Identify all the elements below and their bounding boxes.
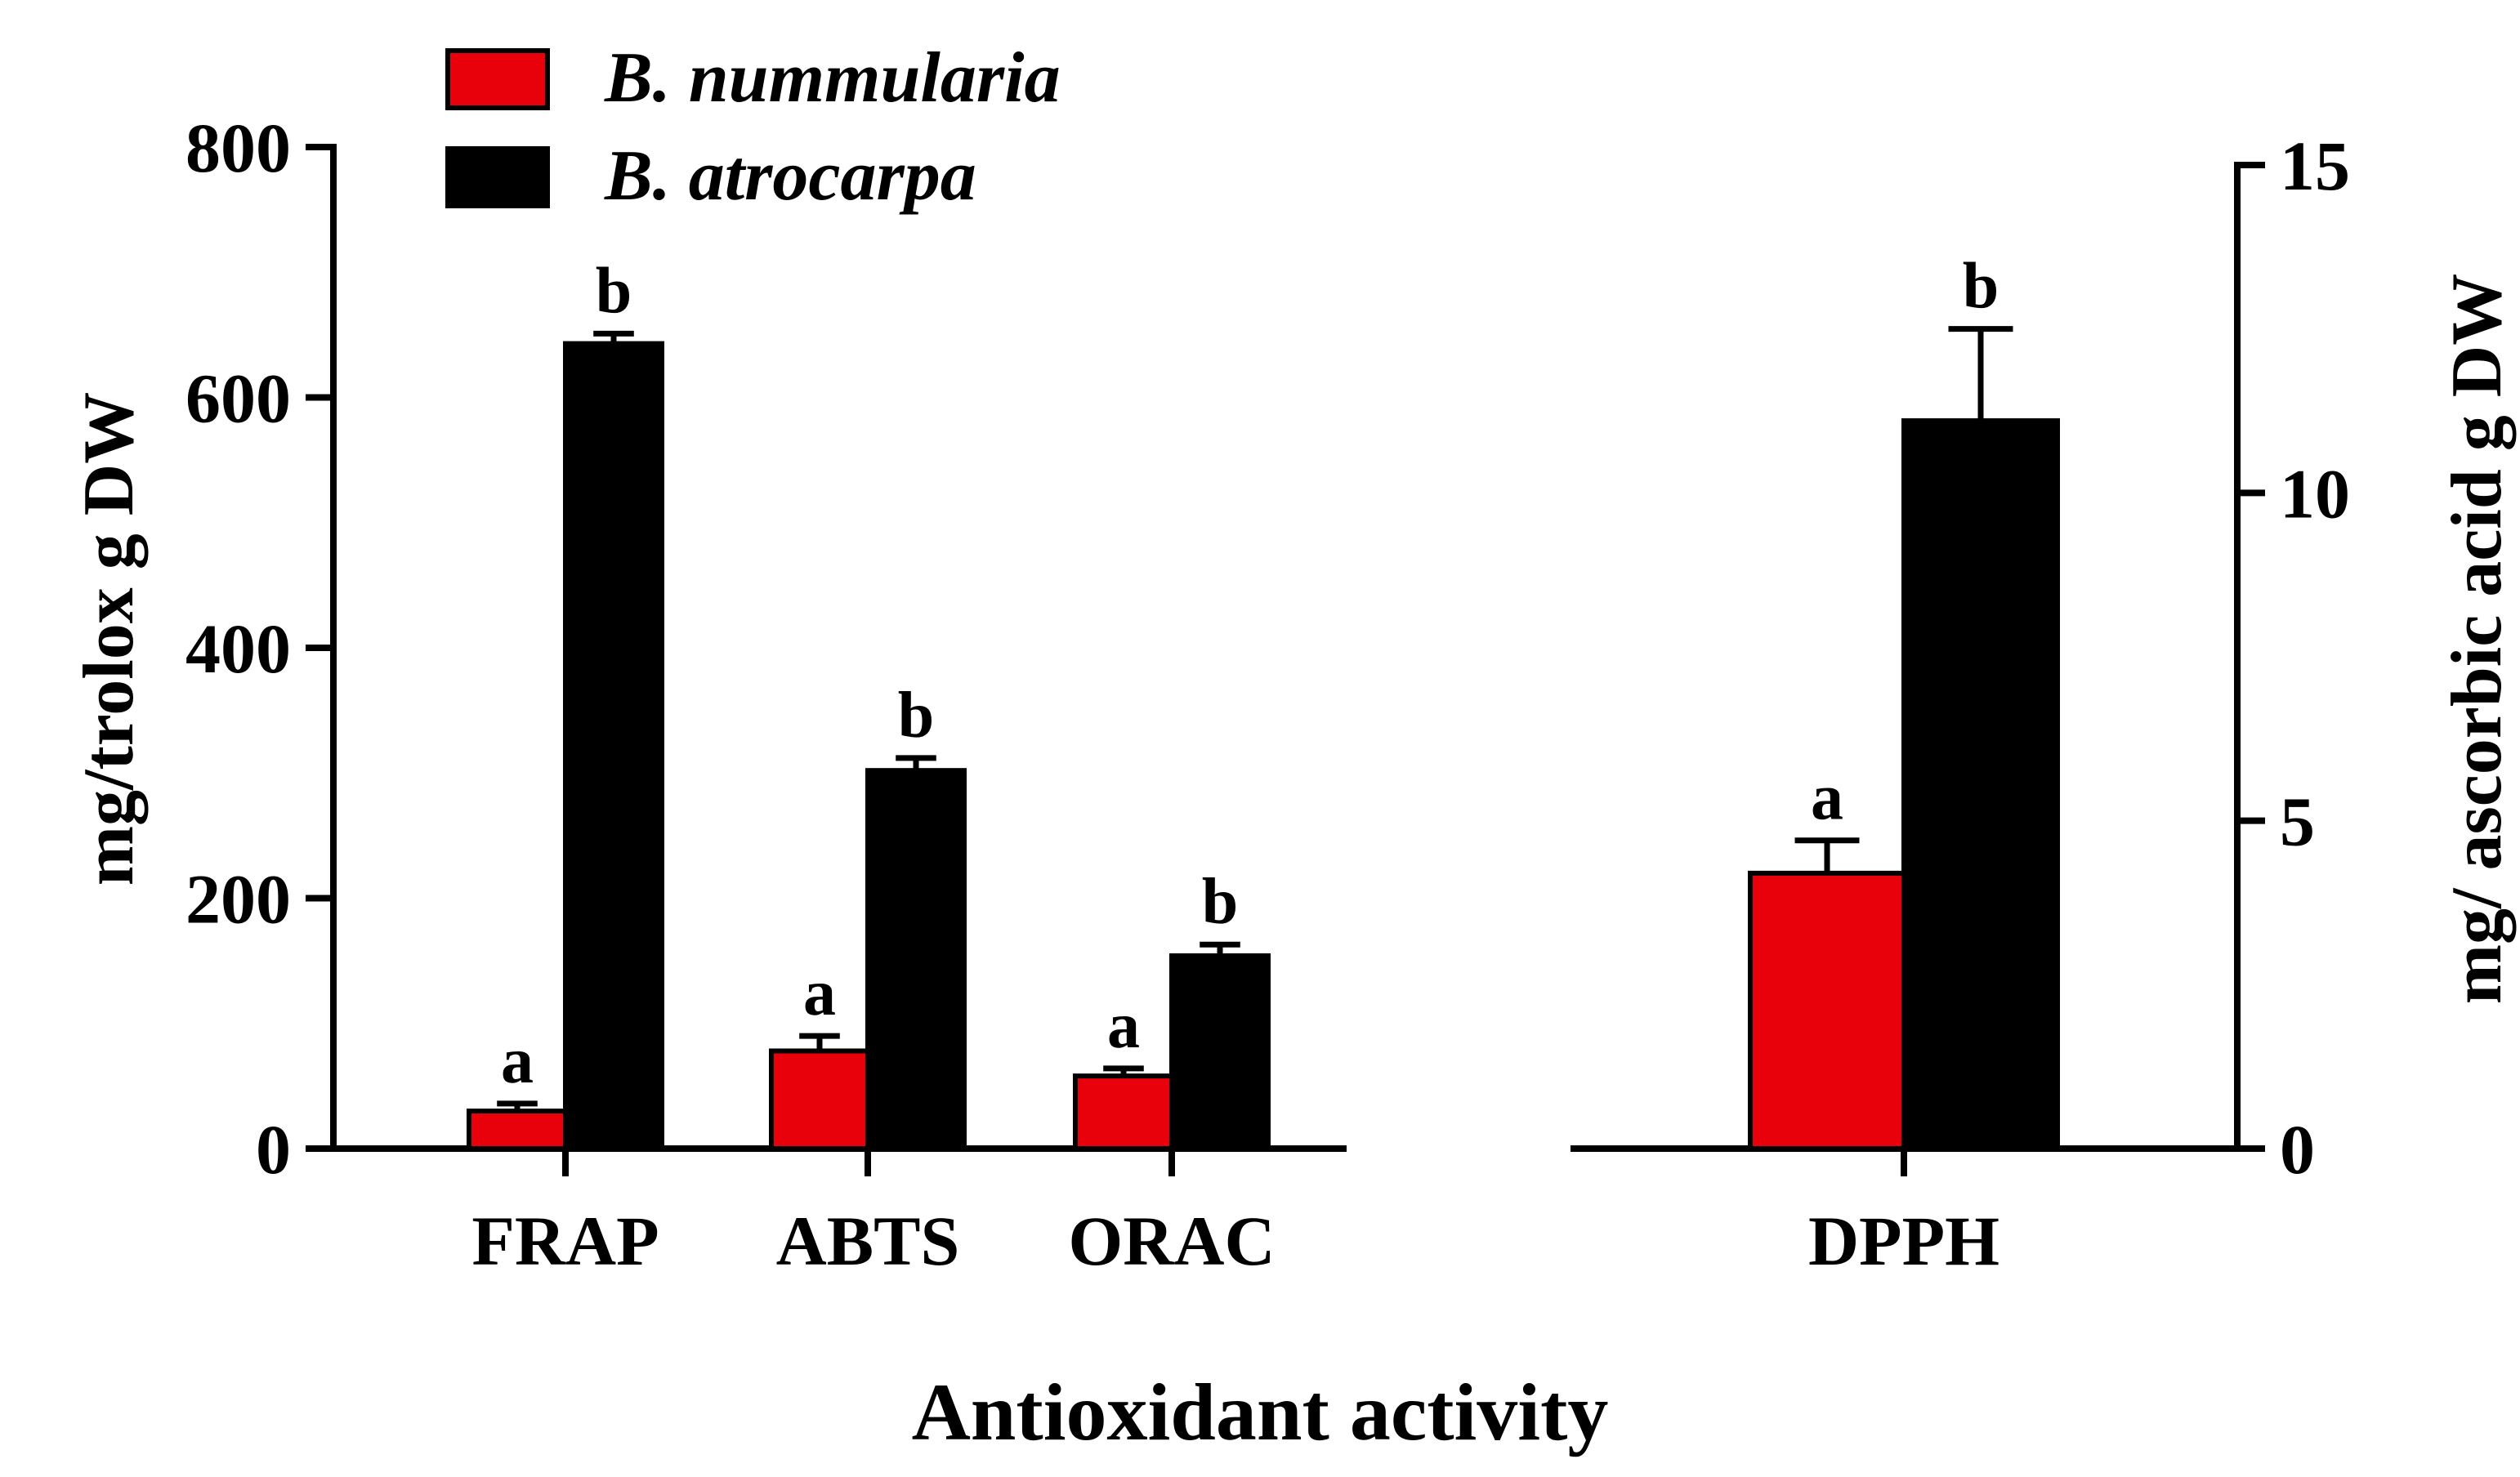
left-y-tick-label: 0 bbox=[256, 1110, 291, 1189]
bar-orac-bnummularia bbox=[1073, 1073, 1174, 1151]
legend-label-atrocarpa: B. atrocarpa bbox=[604, 136, 976, 216]
bar-frap-bnummularia bbox=[467, 1109, 568, 1152]
x-tick-label-abts: ABTS bbox=[776, 1202, 960, 1280]
x-tick-label-dpph: DPPH bbox=[1808, 1202, 1999, 1280]
left-y-tick-label: 800 bbox=[185, 109, 291, 187]
bar-frap-batrocarpa bbox=[563, 341, 664, 1152]
significance-letter-orac-batrocarpa: b bbox=[1202, 866, 1239, 938]
right-y-tick-label: 10 bbox=[2280, 454, 2350, 533]
x-tick-label-frap: FRAP bbox=[471, 1202, 659, 1280]
bar-orac-batrocarpa bbox=[1169, 953, 1271, 1151]
left-y-tick-label: 600 bbox=[185, 359, 291, 438]
significance-letter-abts-batrocarpa: b bbox=[898, 680, 935, 752]
left-y-tick-label: 200 bbox=[185, 860, 291, 939]
right-y-tick-label: 0 bbox=[2280, 1110, 2315, 1189]
right-y-axis-label: mg/ ascorbic acid g DW bbox=[2437, 274, 2517, 1005]
significance-letter-dpph-bnummularia: a bbox=[1811, 762, 1843, 834]
left-y-tick-label: 400 bbox=[185, 609, 291, 688]
significance-letter-orac-bnummularia: a bbox=[1107, 990, 1140, 1062]
legend-swatch-nummularia bbox=[445, 48, 550, 110]
legend: B. nummularia B. atrocarpa bbox=[445, 38, 1061, 216]
significance-letter-abts-bnummularia: a bbox=[803, 957, 836, 1029]
right-panel: 0 5 10 15 DPPH a b bbox=[1571, 127, 2350, 1280]
legend-label-nummularia: B. nummularia bbox=[604, 38, 1061, 118]
right-y-tick-label: 5 bbox=[2280, 783, 2315, 861]
x-tick-label-orac: ORAC bbox=[1068, 1202, 1275, 1280]
left-y-axis-label: mg/trolox g DW bbox=[69, 392, 149, 886]
significance-letter-frap-bnummularia: a bbox=[501, 1025, 534, 1097]
significance-letter-dpph-batrocarpa: b bbox=[1963, 251, 1999, 323]
x-axis-title: Antioxidant activity bbox=[912, 1367, 1609, 1457]
bar-dpph-batrocarpa bbox=[1901, 418, 2060, 1151]
bar-abts-bnummularia bbox=[769, 1048, 870, 1151]
right-y-tick-label: 15 bbox=[2280, 127, 2350, 205]
legend-swatch-atrocarpa bbox=[445, 146, 550, 208]
bar-dpph-bnummularia bbox=[1748, 870, 1906, 1151]
significance-letter-frap-batrocarpa: b bbox=[596, 255, 632, 327]
bar-abts-batrocarpa bbox=[865, 768, 967, 1151]
